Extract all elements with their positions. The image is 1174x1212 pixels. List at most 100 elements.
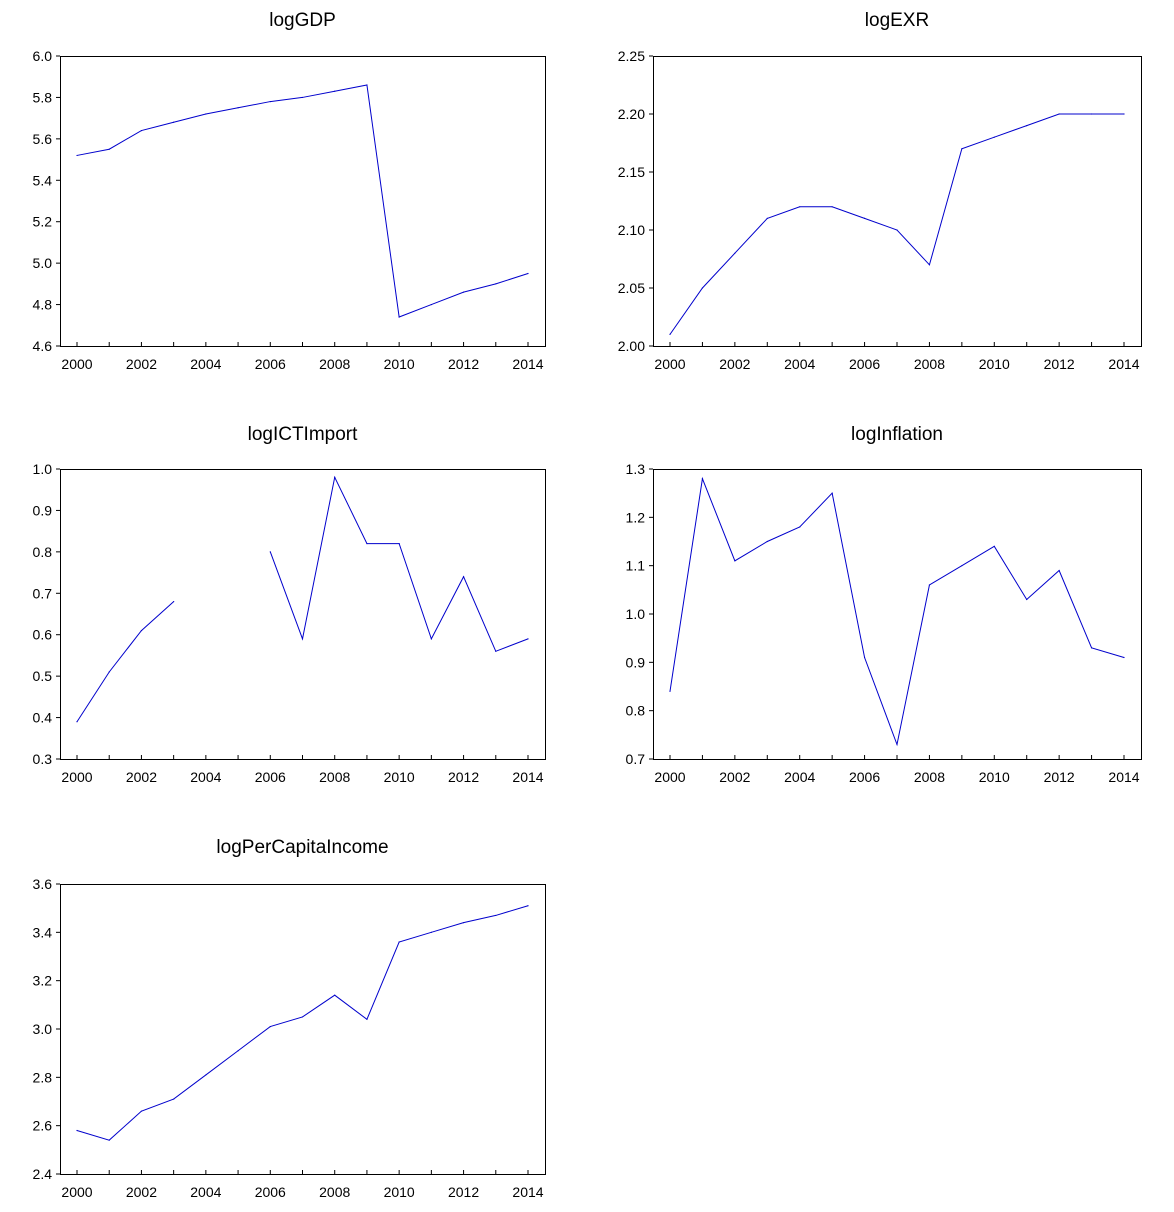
- x-tick-label: 2012: [448, 356, 479, 372]
- x-tick-label: 2004: [784, 356, 815, 372]
- data-point: [734, 560, 736, 562]
- data-point: [301, 1016, 304, 1018]
- data-point: [237, 1050, 239, 1052]
- data-point: [669, 690, 671, 692]
- y-tick-label: 3.2: [33, 973, 53, 989]
- data-point: [173, 121, 175, 123]
- y-tick-label: 1.1: [626, 558, 646, 574]
- data-point: [701, 287, 704, 289]
- data-point: [108, 1139, 110, 1141]
- data-point: [366, 84, 368, 86]
- data-point: [108, 148, 110, 150]
- data-point: [896, 229, 898, 231]
- y-tick-label: 0.7: [626, 751, 646, 767]
- y-tick-label: 2.4: [33, 1166, 53, 1182]
- y-tick-label: 0.5: [33, 668, 53, 684]
- data-point: [76, 1129, 78, 1132]
- y-tick-label: 0.8: [33, 544, 53, 560]
- x-tick-label: 2008: [914, 356, 945, 372]
- x-tick-label: 2010: [384, 1184, 415, 1200]
- y-tick-label: 2.6: [33, 1118, 53, 1134]
- x-tick-label: 2000: [654, 769, 685, 785]
- y-tick-label: 5.4: [33, 172, 53, 188]
- x-tick-label: 2010: [979, 769, 1010, 785]
- x-tick-label: 2004: [190, 356, 221, 372]
- y-tick-label: 0.9: [33, 502, 53, 518]
- data-point: [398, 542, 400, 545]
- x-tick-label: 2012: [1044, 356, 1075, 372]
- data-point: [961, 565, 963, 567]
- data-point: [896, 743, 898, 746]
- x-tick-label: 2012: [448, 1184, 479, 1200]
- data-point: [928, 584, 931, 586]
- data-point: [398, 941, 400, 943]
- chart-title: logGDP: [269, 10, 336, 31]
- data-point: [462, 291, 465, 293]
- x-tick-label: 2010: [384, 356, 415, 372]
- x-tick-label: 2006: [255, 1184, 286, 1200]
- data-point: [863, 656, 866, 659]
- data-point: [301, 638, 304, 640]
- x-tick-label: 2008: [319, 769, 350, 785]
- chart-title: logEXR: [865, 10, 929, 31]
- y-tick-label: 2.8: [33, 1069, 53, 1085]
- x-tick-label: 2004: [190, 769, 221, 785]
- data-point: [831, 206, 833, 208]
- x-tick-label: 2012: [1044, 769, 1075, 785]
- y-tick-label: 0.6: [33, 627, 53, 643]
- data-point: [1123, 656, 1125, 659]
- y-tick-label: 2.05: [618, 280, 645, 296]
- data-point: [1123, 113, 1125, 115]
- x-tick-label: 2014: [512, 356, 543, 372]
- data-point: [366, 1018, 368, 1020]
- y-tick-label: 2.15: [618, 164, 645, 180]
- logictimport-chart: logICTImport 0.3 0.4 0.5 0.6 0.7 0.8 0.9 1.0 2000…: [33, 424, 546, 785]
- data-point: [928, 264, 931, 266]
- plot-frame: [653, 469, 1142, 760]
- x-tick-label: 2006: [849, 356, 880, 372]
- x-tick-label: 2000: [61, 1184, 92, 1200]
- x-tick-label: 2010: [979, 356, 1010, 372]
- y-tick-label: 0.9: [626, 654, 646, 670]
- data-point: [173, 600, 175, 603]
- y-tick-label: 0.3: [33, 751, 53, 767]
- x-tick-label: 2008: [319, 356, 350, 372]
- y-tick-label: 1.2: [626, 509, 646, 525]
- x-tick-label: 2004: [190, 1184, 221, 1200]
- data-point: [495, 914, 497, 917]
- data-point: [1090, 647, 1093, 649]
- data-point: [993, 136, 995, 138]
- data-point: [831, 492, 833, 494]
- data-point: [269, 1025, 271, 1028]
- y-tick-label: 5.2: [33, 214, 53, 230]
- y-tick-label: 5.8: [33, 89, 53, 105]
- data-point: [495, 283, 497, 285]
- x-tick-label: 2014: [1108, 356, 1139, 372]
- data-point: [766, 217, 768, 219]
- data-point: [301, 96, 304, 99]
- y-tick-label: 5.6: [33, 131, 53, 147]
- y-tick-label: 5.0: [33, 255, 53, 271]
- series-line: [669, 476, 1125, 747]
- y-tick-label: 1.0: [626, 606, 646, 622]
- x-tick-label: 2004: [784, 769, 815, 785]
- data-point: [237, 107, 239, 109]
- y-tick-label: 2.20: [618, 106, 645, 122]
- data-point: [430, 638, 432, 640]
- data-point: [799, 206, 801, 208]
- data-point: [863, 217, 866, 219]
- data-point: [430, 931, 432, 933]
- data-point: [669, 333, 671, 335]
- loggdp-chart: logGDP 4.6 4.8 5.0 5.2 5.4 5.6 5.8 6.0 2000 2002 20…: [33, 10, 546, 372]
- x-tick-label: 2006: [849, 769, 880, 785]
- x-tick-label: 2012: [448, 769, 479, 785]
- data-point: [1058, 113, 1060, 115]
- x-tick-label: 2002: [126, 356, 157, 372]
- x-tick-label: 2002: [719, 769, 750, 785]
- x-tick-label: 2014: [512, 1184, 543, 1200]
- y-tick-label: 4.8: [33, 297, 53, 313]
- x-tick-label: 2002: [126, 769, 157, 785]
- chart-title: logInflation: [851, 424, 943, 445]
- plot-frame: [60, 884, 546, 1175]
- x-tick-label: 2014: [512, 769, 543, 785]
